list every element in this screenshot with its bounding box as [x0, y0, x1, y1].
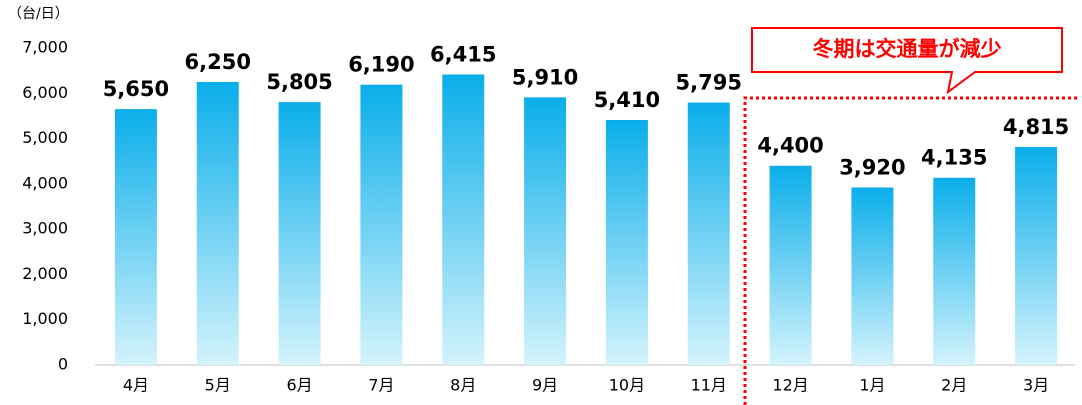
x-tick-label: 8月 [450, 376, 476, 395]
x-tick-label: 11月 [691, 376, 727, 395]
value-label: 3,920 [839, 155, 905, 179]
value-label: 4,400 [757, 134, 823, 158]
bar [687, 102, 730, 366]
y-axis-label: （台/日） [8, 6, 69, 22]
x-tick-label: 2月 [941, 376, 967, 395]
x-tick-label: 3月 [1023, 376, 1049, 395]
bar [851, 187, 894, 365]
annotation: 冬期は交通量が減少 [813, 37, 1002, 61]
bar [933, 177, 976, 365]
value-label: 5,795 [676, 71, 742, 95]
x-tick-label: 12月 [772, 376, 808, 395]
value-label: 4,815 [1003, 115, 1069, 139]
x-tick-label: 10月 [609, 376, 645, 395]
value-label: 5,805 [266, 70, 332, 94]
value-label: 4,135 [921, 146, 987, 170]
bar [769, 165, 812, 365]
value-label: 6,415 [430, 42, 496, 66]
bar [114, 109, 157, 365]
x-tick-label: 1月 [859, 376, 885, 395]
winter-region-border [743, 96, 1080, 405]
bar [1015, 146, 1058, 365]
bar [360, 84, 403, 365]
y-tick-label: 5,000 [22, 128, 68, 147]
bar [605, 120, 648, 365]
x-tick-label: 4月 [123, 376, 149, 395]
y-tick-label: 4,000 [22, 173, 68, 192]
value-label: 5,910 [512, 65, 578, 89]
y-tick-label: 2,000 [22, 264, 68, 283]
y-tick-label: 7,000 [22, 38, 68, 57]
value-label: 5,650 [103, 77, 169, 101]
y-tick-label: 3,000 [22, 219, 68, 238]
y-tick-label: 0 [58, 355, 68, 374]
x-tick-label: 7月 [368, 376, 394, 395]
value-label: 6,190 [348, 53, 414, 77]
x-tick-label: 6月 [286, 376, 312, 395]
x-tick-label: 9月 [532, 376, 558, 395]
value-label: 5,410 [594, 88, 660, 112]
y-tick-label: 1,000 [22, 309, 68, 328]
bar [278, 102, 321, 366]
y-tick-label: 6,000 [22, 83, 68, 102]
bar [442, 74, 485, 366]
annotation-box [751, 27, 1063, 95]
value-label: 6,250 [185, 50, 251, 74]
bar [196, 81, 239, 365]
bar [524, 97, 567, 366]
x-tick-label: 5月 [205, 376, 231, 395]
